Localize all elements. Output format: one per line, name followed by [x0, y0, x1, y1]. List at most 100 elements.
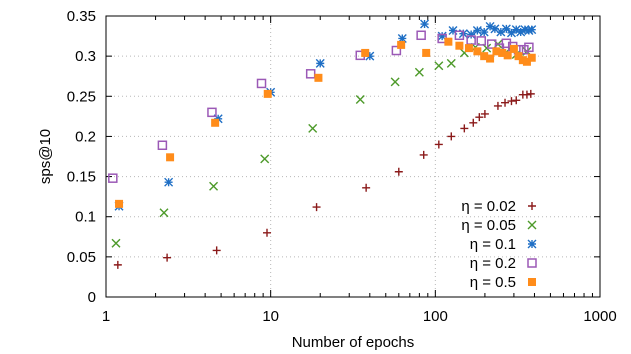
data-point-s0 — [501, 98, 510, 107]
data-point-s2 — [479, 27, 489, 37]
data-point-s4 — [473, 47, 482, 56]
data-point-s2 — [501, 24, 511, 34]
legend-label: η = 0.5 — [470, 274, 516, 291]
data-point-s4 — [263, 89, 272, 98]
data-point-s4 — [166, 153, 175, 162]
data-point-s4 — [211, 118, 220, 127]
data-point-s3 — [454, 30, 465, 41]
data-point-s2 — [520, 25, 530, 35]
data-point-s4 — [397, 40, 406, 49]
data-point-s0 — [362, 183, 371, 192]
y-tick-label: 0.3 — [75, 48, 96, 65]
data-point-s2 — [365, 51, 375, 61]
data-point-s0 — [212, 246, 221, 255]
y-tick-label: 0 — [88, 289, 96, 306]
data-point-s2 — [213, 114, 223, 124]
data-point-s4 — [503, 51, 512, 60]
data-point-s3 — [391, 45, 402, 56]
data-point-s4 — [514, 52, 523, 61]
data-point-s2 — [511, 25, 521, 35]
data-point-s0 — [475, 113, 484, 122]
legend-label: η = 0.02 — [461, 198, 516, 215]
data-point-s2 — [516, 27, 526, 37]
data-point-s2 — [485, 21, 495, 31]
data-point-s2 — [472, 25, 482, 35]
x-tick-label: 10 — [262, 308, 279, 325]
y-tick-label: 0.05 — [67, 249, 96, 266]
grid-lines — [106, 16, 600, 297]
data-point-s2 — [506, 28, 516, 38]
legend-marker — [527, 220, 537, 230]
legend-marker — [527, 258, 537, 268]
data-point-s0 — [512, 96, 521, 105]
y-tick-label: 0.1 — [75, 209, 96, 226]
data-point-s4 — [518, 56, 527, 65]
data-point-s0 — [434, 140, 443, 149]
data-point-s1 — [390, 77, 400, 87]
data-point-s0 — [312, 203, 321, 212]
data-point-s2 — [448, 25, 458, 35]
legend-label: η = 0.1 — [470, 236, 516, 253]
data-point-s4 — [492, 47, 501, 56]
legend-marker — [527, 239, 537, 249]
data-point-s3 — [519, 44, 529, 55]
data-point-s0 — [493, 101, 502, 110]
data-point-s0 — [522, 90, 531, 99]
legend: η = 0.02 η = 0.05 η = 0.1 η = 0.2 η = 0.5 — [461, 198, 537, 291]
data-point-s3 — [256, 78, 267, 89]
data-point-s3 — [207, 107, 217, 118]
data-point-s2 — [466, 29, 476, 39]
data-point-s2 — [437, 31, 447, 41]
data-point-s2 — [315, 58, 325, 68]
data-point-s0 — [419, 150, 428, 159]
x-tick-label: 100 — [423, 308, 448, 325]
data-point-s4 — [527, 53, 536, 62]
data-points — [108, 19, 537, 269]
data-point-s3 — [476, 36, 486, 46]
plot-frame — [105, 15, 601, 298]
data-point-s2 — [420, 19, 430, 29]
data-point-s4 — [455, 41, 464, 50]
data-point-s0 — [480, 109, 489, 118]
y-tick-label: 0.35 — [67, 8, 96, 25]
data-point-s1 — [159, 208, 169, 218]
data-point-s4 — [498, 48, 507, 57]
data-point-s4 — [464, 44, 473, 53]
data-point-s4 — [486, 54, 495, 63]
y-axis-label: sps@10 — [37, 129, 54, 184]
data-point-s1 — [434, 61, 444, 71]
data-point-s4 — [115, 199, 124, 208]
data-point-s0 — [113, 260, 122, 269]
data-point-s3 — [501, 38, 512, 49]
data-point-s4 — [480, 52, 489, 61]
data-point-s1 — [260, 154, 270, 164]
data-point-s3 — [157, 140, 168, 151]
data-point-s2 — [524, 25, 534, 35]
data-point-s1 — [111, 238, 121, 248]
data-point-s0 — [507, 97, 516, 106]
data-point-s0 — [526, 89, 535, 98]
data-point-s3 — [524, 42, 534, 53]
data-point-s4 — [314, 73, 323, 82]
y-tick-label: 0.25 — [67, 88, 96, 105]
data-point-s0 — [394, 167, 403, 176]
data-point-s3 — [416, 30, 426, 41]
data-point-s2 — [527, 25, 537, 35]
data-point-s1 — [446, 58, 456, 68]
axis-ticks: 0 0.05 0.1 0.15 0.2 0.25 0.3 0.35 1 10 100 1000 — [67, 8, 617, 325]
data-point-s0 — [163, 253, 172, 262]
data-point-s2 — [490, 24, 500, 34]
data-point-s3 — [108, 173, 118, 183]
legend-label: η = 0.05 — [461, 217, 516, 234]
legend-marker — [528, 278, 536, 286]
data-point-s4 — [444, 37, 453, 46]
data-point-s0 — [447, 132, 456, 141]
y-tick-label: 0.2 — [75, 128, 96, 145]
data-point-s1 — [209, 181, 219, 191]
data-point-s2 — [164, 177, 174, 187]
data-point-s2 — [397, 33, 407, 43]
data-point-s0 — [469, 118, 478, 127]
data-point-s4 — [522, 57, 531, 66]
data-point-s0 — [460, 124, 469, 133]
